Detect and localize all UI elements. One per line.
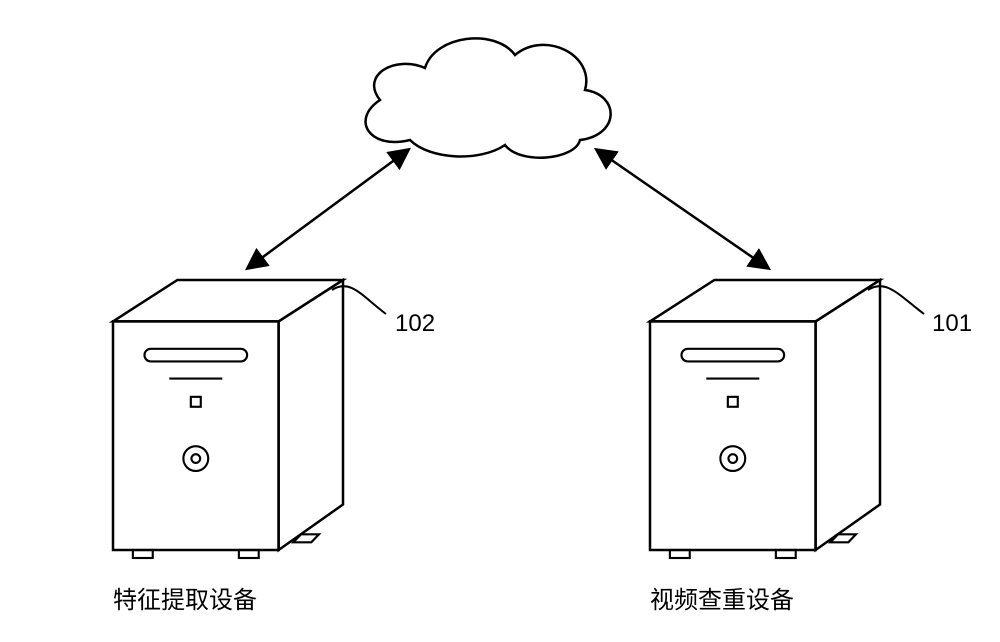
- cloud-node: [366, 38, 611, 157]
- leader-right: [868, 286, 924, 314]
- ref-num-right: 101: [932, 310, 972, 338]
- right-server-node: [650, 280, 880, 558]
- ref-num-left: 102: [395, 310, 435, 338]
- diagram-canvas: 102 101 特征提取设备 视频查重设备: [0, 0, 1000, 642]
- cloud-shape: [366, 38, 611, 157]
- leader-left: [332, 286, 386, 314]
- arrow-cloud-left: [248, 150, 408, 268]
- arrow-cloud-right: [597, 150, 768, 268]
- left-server-caption: 特征提取设备: [113, 580, 257, 615]
- left-server-node: [113, 280, 343, 558]
- right-server-caption: 视频查重设备: [650, 580, 794, 615]
- connections-layer: [0, 0, 1000, 642]
